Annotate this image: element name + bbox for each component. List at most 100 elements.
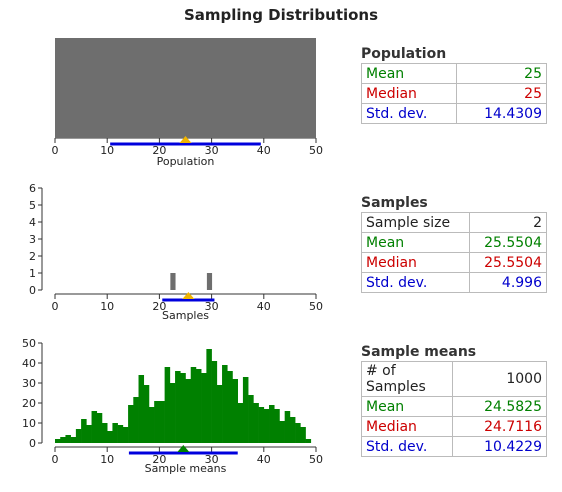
stats-row-sample-size: Sample size 2 [361,212,548,233]
stats-row-mean: Mean 24.5825 [361,396,547,417]
stat-value-sd: 4.996 [468,272,548,293]
histogram-bar [122,427,129,443]
stat-label-sd: Std. dev. [361,436,453,457]
sample-bar [170,273,176,290]
stat-value-median: 25.5504 [468,252,548,273]
histogram-bar [159,401,165,443]
population-chart: 0 10 20 30 40 50 Population [52,38,323,168]
x-tick-label: 0 [52,300,59,313]
histogram-bar [211,361,218,443]
mean-marker-icon [177,445,190,452]
histogram-bar [175,371,181,443]
histogram-bar [164,367,171,443]
stats-row-sd: Std. dev. 14.4309 [361,103,548,124]
x-tick-label: 10 [100,453,114,466]
sample-means-stats-table: # of Samples 1000 Mean 24.5825 Median 24… [361,361,547,457]
stat-value-sample-size[interactable]: 2 [468,212,548,233]
histogram-bar [195,369,202,443]
y-tick-label: 6 [29,182,36,195]
stat-value-median: 25 [455,83,548,104]
histogram-bar [60,437,66,443]
histogram-bar [253,403,259,443]
x-tick-label: 30 [205,453,219,466]
histogram-bar [269,405,275,443]
stat-label-sample-size: Sample size [361,212,470,233]
stat-value-num-samples[interactable]: 1000 [452,361,547,397]
histogram-bar [75,429,82,443]
histogram-bar [185,379,192,443]
y-tick-label: 10 [22,417,36,430]
y-tick-label: 0 [29,284,36,297]
y-tick-label: 20 [22,397,36,410]
histogram-bar [65,435,71,443]
histogram-bar [55,439,61,443]
page-title: Sampling Distributions [183,6,379,24]
histogram-bar [258,407,265,443]
samples-chart: 0 10 20 30 40 50 Samples 0 1 2 3 4 5 6 [29,182,323,322]
stat-label-median: Median [361,83,457,104]
x-tick-label: 0 [52,453,59,466]
y-tick-label: 50 [22,337,36,350]
stats-row-num-samples: # of Samples 1000 [361,361,547,397]
stat-label-num-samples: # of Samples [361,361,453,397]
y-tick-label: 0 [29,437,36,450]
stats-row-median: Median 25.5504 [361,252,548,273]
histogram-bar [128,405,134,443]
histogram-bar [263,409,270,443]
histogram-bar [86,425,92,443]
histogram-bar [289,417,296,443]
histogram-bar [117,425,124,443]
histogram-bar [143,385,150,443]
histogram-bar [279,421,285,443]
histogram-bar [91,411,98,443]
sample-bar [206,273,213,290]
stats-row-sd: Std. dev. 4.996 [361,272,548,293]
stat-value-mean: 24.5825 [452,396,547,417]
histogram-bar [148,407,155,443]
histogram-bar [242,377,249,443]
histogram-bar [190,367,197,443]
mean-marker-icon [182,292,195,299]
x-tick-label: 40 [257,300,271,313]
samples-heading: Samples [361,195,428,211]
histogram-bar [112,423,118,443]
stat-label-median: Median [361,416,453,437]
histogram-bar [232,379,238,443]
sample-means-chart: 0 10 20 30 40 50 Sample means 0 10 20 30 40 50 [22,337,323,475]
sample-means-heading: Sample means [361,344,477,360]
histogram-bar [81,419,87,443]
mean-marker-icon [179,136,192,143]
histogram-bar [295,423,301,443]
histogram-bar [70,437,77,443]
histogram-bar [138,375,145,443]
x-axis-label: Sample means [145,462,227,475]
histogram-bar [237,403,244,443]
stat-label-mean: Mean [361,232,470,253]
x-axis-label: Samples [162,309,209,322]
histogram-bar [305,439,312,443]
x-tick-label: 20 [152,144,166,157]
x-tick-label: 40 [257,144,271,157]
histogram-bar [227,371,233,443]
population-heading: Population [361,46,447,62]
y-tick-label: 1 [29,267,36,280]
stat-value-mean: 25 [455,63,548,84]
x-tick-label: 50 [309,453,323,466]
histogram-bar [154,401,160,443]
x-tick-label: 20 [152,453,166,466]
stat-value-sd: 14.4309 [455,103,548,124]
stats-row-median: Median 24.7116 [361,416,547,437]
y-tick-label: 40 [22,357,36,370]
histogram-bar [169,383,176,443]
stats-row-mean: Mean 25.5504 [361,232,548,253]
stat-label-sd: Std. dev. [361,103,457,124]
x-tick-label: 30 [205,300,219,313]
y-tick-label: 2 [29,250,36,263]
histogram-bar [248,395,254,443]
x-tick-label: 0 [52,144,59,157]
histogram-bar [222,365,228,443]
x-tick-label: 50 [309,144,323,157]
stats-row-median: Median 25 [361,83,548,104]
histogram-bar [133,397,139,443]
histogram-bar [107,431,113,443]
